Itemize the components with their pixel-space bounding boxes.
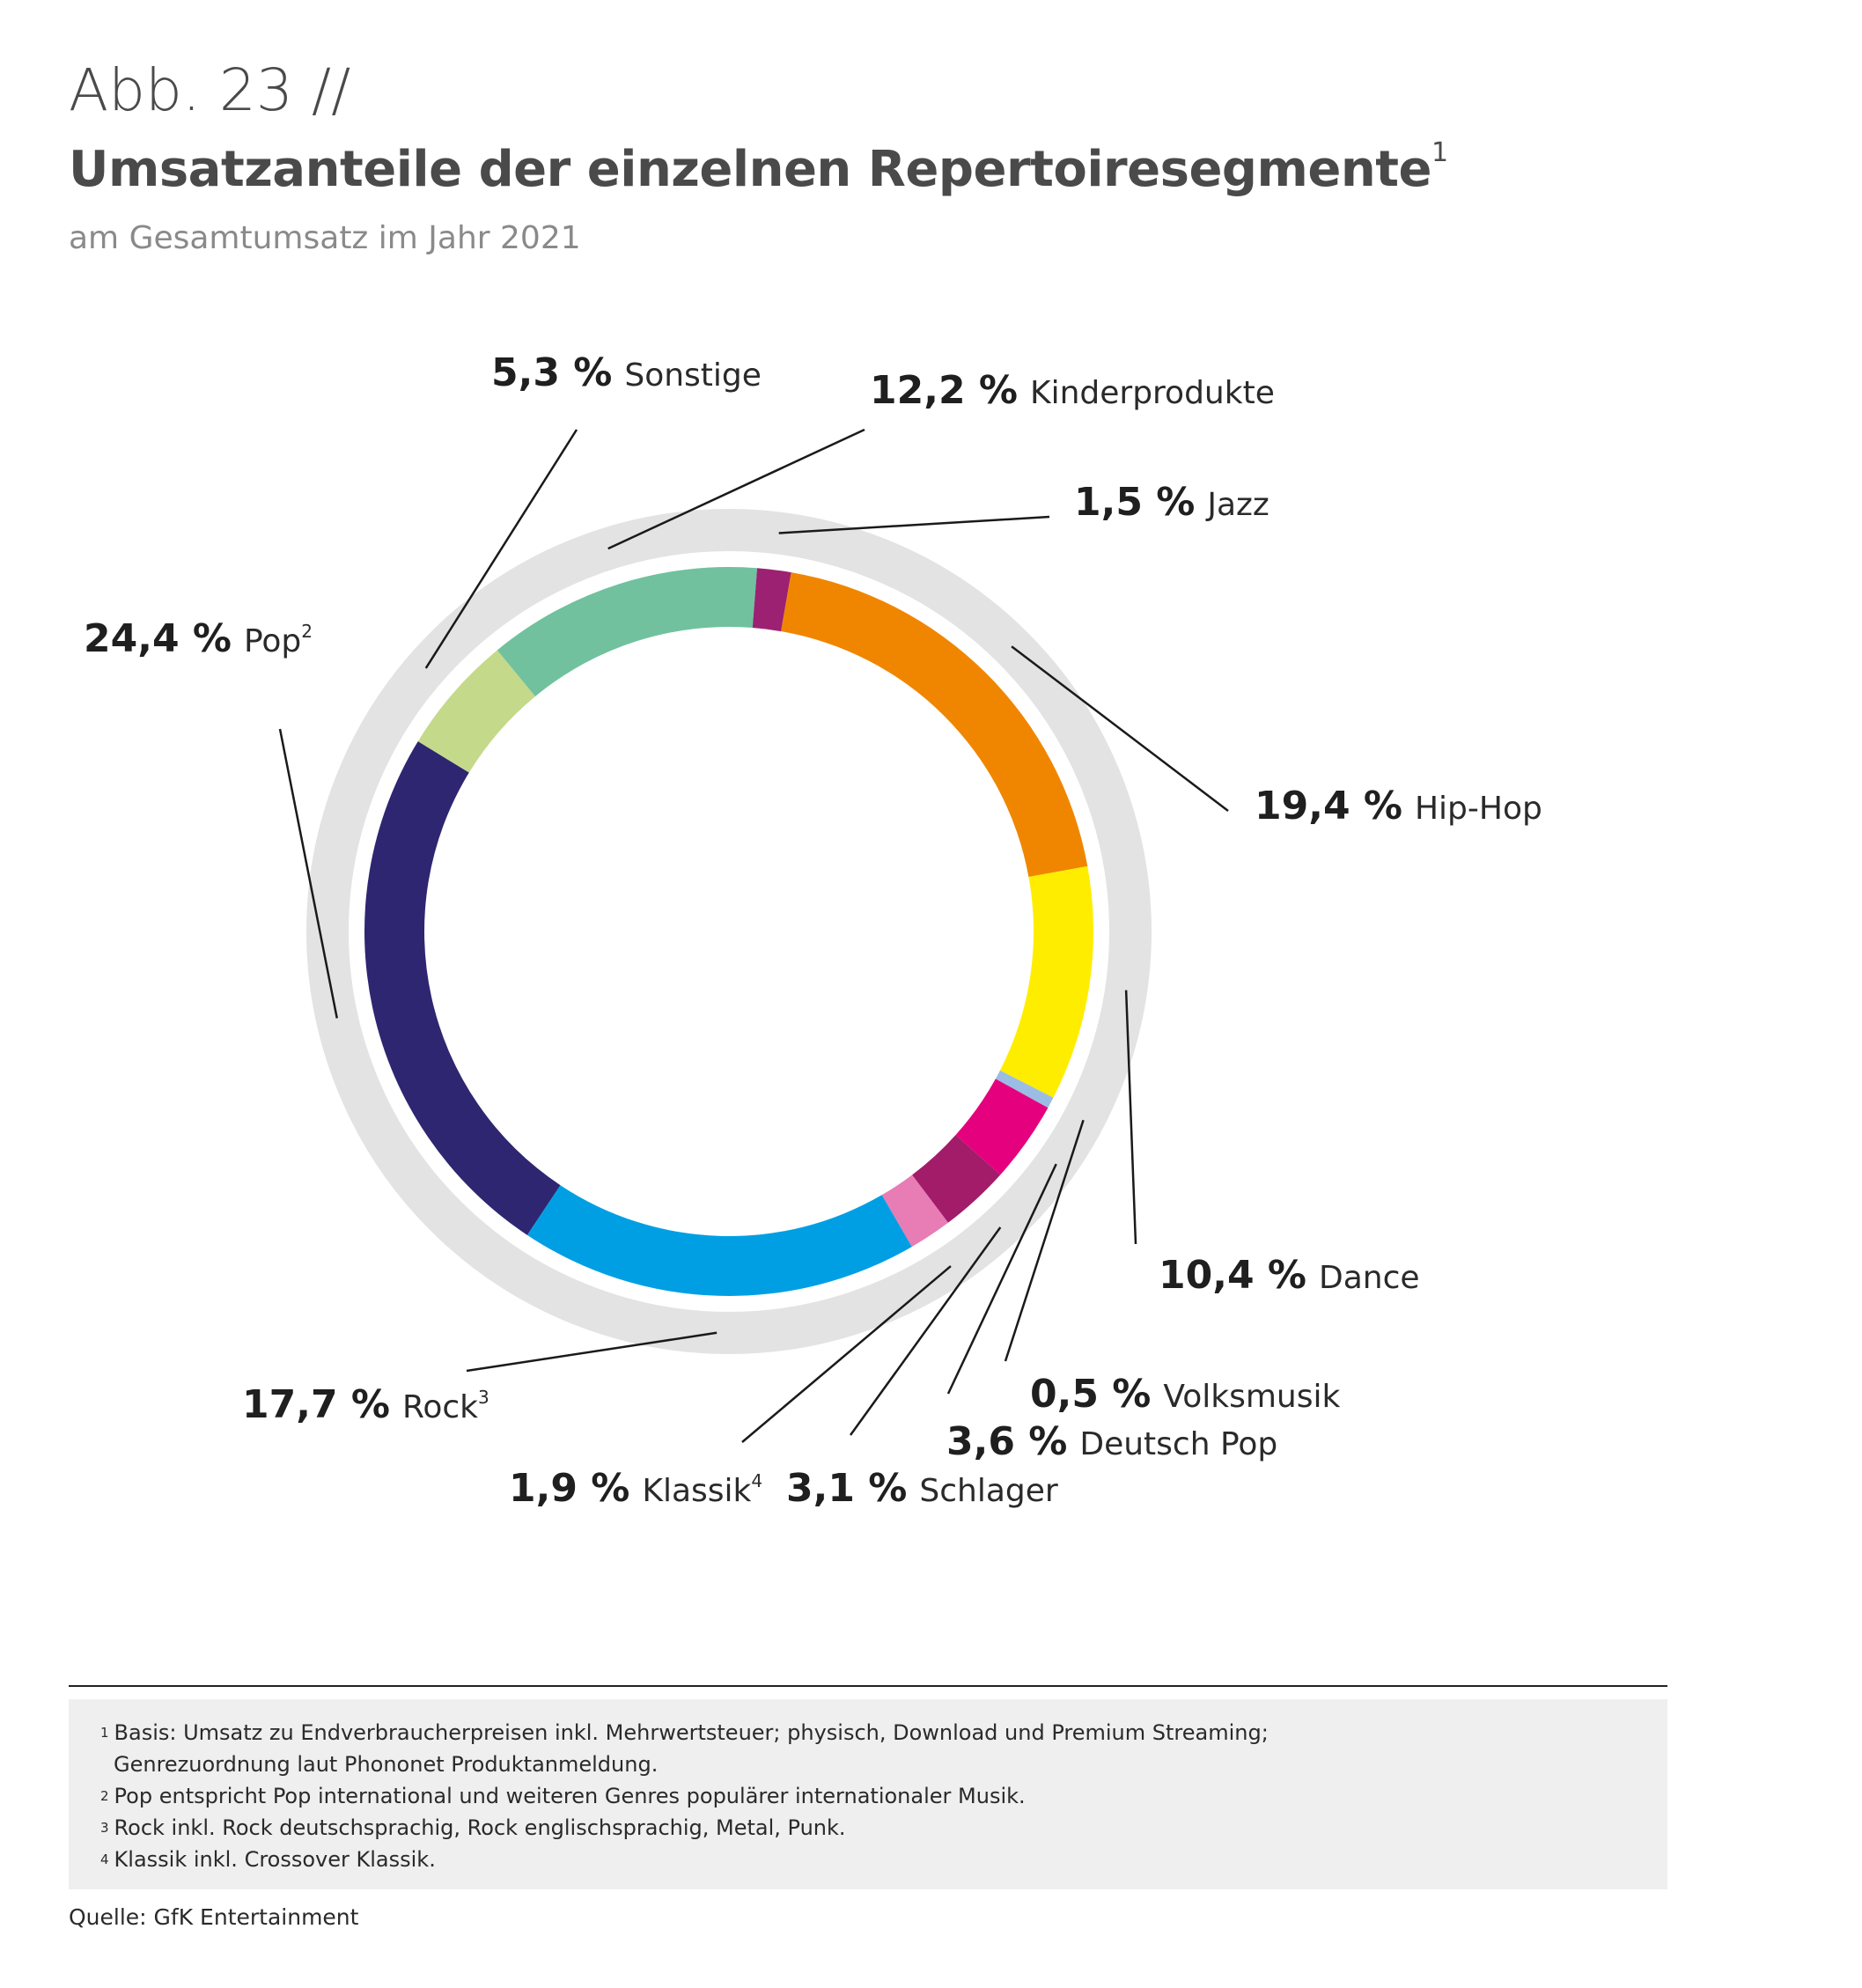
label-name-jazz: Jazz: [1205, 487, 1269, 523]
label-name-volksmusik: Volksmusik: [1163, 1379, 1340, 1415]
donut-chart: 24,4 % Pop2 5,3 % Sonstige 12,2 % Kinderprodu…: [84, 350, 1542, 1511]
label-name-dance: Dance: [1319, 1260, 1420, 1296]
labels-layer: 24,4 % Pop2 5,3 % Sonstige 12,2 % Kinderprodu…: [84, 350, 1542, 1511]
figure-label: Abb. 23 //: [69, 56, 351, 124]
label-pop: 24,4 % Pop2: [84, 616, 313, 661]
label-value-jazz: 1,5 %: [1074, 480, 1195, 525]
chart-title: Umsatzanteile der einzelnen Repertoirese…: [69, 137, 1448, 198]
label-footnote-rock: 3: [478, 1387, 489, 1408]
label-value-deutsch-pop: 3,6 %: [946, 1419, 1067, 1464]
leader-line-rock: [466, 1331, 718, 1373]
leader-line-jazz: [778, 515, 1050, 534]
footnote-3: 3 Rock inkl. Rock deutschsprachig, Rock e…: [100, 1815, 846, 1840]
slice-rock: [526, 1185, 912, 1296]
slice-pop: [364, 741, 561, 1235]
leader-line-klassik: [741, 1265, 952, 1443]
title-footnote-marker: 1: [1431, 137, 1448, 168]
chart-title-text: Umsatzanteile der einzelnen Repertoirese…: [69, 141, 1431, 198]
label-value-klassik: 1,9 %: [509, 1466, 629, 1511]
footnote-1: 1 Basis: Umsatz zu Endverbraucherpreisen …: [100, 1720, 1269, 1745]
label-value-kinderprodukte: 12,2 %: [870, 368, 1018, 413]
label-name-hip-hop: Hip-Hop: [1415, 791, 1542, 827]
slice-kinderprodukte: [497, 567, 758, 696]
chart-subtitle: am Gesamtumsatz im Jahr 2021: [69, 220, 581, 256]
label-klassik: 1,9 % Klassik4: [509, 1466, 762, 1511]
label-value-pop: 24,4 %: [84, 616, 232, 661]
label-value-rock: 17,7 %: [242, 1382, 390, 1427]
label-name-rock: Rock: [402, 1389, 478, 1425]
label-name-pop: Pop: [244, 623, 301, 659]
label-value-hip-hop: 19,4 %: [1255, 784, 1402, 828]
slice-sonstige: [417, 650, 536, 773]
leader-line-sonstige: [424, 429, 578, 669]
slice-jazz: [752, 568, 791, 632]
slice-hip-hop: [781, 572, 1088, 878]
label-value-volksmusik: 0,5 %: [1030, 1372, 1151, 1417]
leader-line-schlager: [849, 1226, 1002, 1436]
footnote-2: 2 Pop entspricht Pop international und we…: [100, 1784, 1026, 1808]
slice-dance: [999, 865, 1093, 1098]
leader-lines-layer: [278, 428, 1229, 1443]
label-value-dance: 10,4 %: [1159, 1253, 1306, 1298]
slice-deutsch-pop: [955, 1079, 1049, 1175]
slices-layer: [364, 567, 1093, 1296]
label-footnote-klassik: 4: [751, 1470, 762, 1491]
footnote-divider: [69, 1685, 1667, 1687]
label-deutsch-pop: 3,6 % Deutsch Pop: [946, 1419, 1277, 1464]
leader-line-dance: [1124, 990, 1137, 1245]
label-schlager: 3,1 % Schlager: [786, 1466, 1058, 1511]
leader-line-deutsch-pop: [946, 1163, 1057, 1395]
label-rock: 17,7 % Rock3: [242, 1382, 489, 1427]
outer-ring-layer: [306, 509, 1152, 1354]
label-name-deutsch-pop: Deutsch Pop: [1079, 1426, 1277, 1462]
slice-klassik: [881, 1174, 948, 1248]
label-footnote-pop: 2: [301, 621, 313, 642]
source-note: Quelle: GfK Entertainment: [69, 1904, 359, 1930]
label-kinderprodukte: 12,2 % Kinderprodukte: [870, 368, 1275, 413]
footnote-1-continued: Genrezuordnung laut Phononet Produktanme…: [114, 1752, 659, 1777]
leader-line-volksmusik: [1004, 1119, 1085, 1362]
label-sonstige: 5,3 % Sonstige: [491, 350, 762, 395]
label-value-sonstige: 5,3 %: [491, 350, 612, 395]
label-dance: 10,4 % Dance: [1159, 1253, 1420, 1298]
label-volksmusik: 0,5 % Volksmusik: [1030, 1372, 1340, 1417]
label-hip-hop: 19,4 % Hip-Hop: [1255, 784, 1542, 828]
label-name-klassik: Klassik: [642, 1473, 751, 1509]
label-name-schlager: Schlager: [919, 1473, 1058, 1509]
label-jazz: 1,5 % Jazz: [1074, 480, 1270, 525]
leader-line-kinderprodukte: [607, 428, 865, 550]
leader-line-pop: [278, 728, 339, 1019]
label-name-sonstige: Sonstige: [624, 357, 762, 394]
footnote-4: 4 Klassik inkl. Crossover Klassik.: [100, 1847, 436, 1872]
outer-ring: [306, 509, 1152, 1354]
label-name-kinderprodukte: Kinderprodukte: [1030, 375, 1275, 411]
leader-line-hip-hop: [1011, 645, 1229, 812]
slice-schlager: [912, 1134, 1001, 1223]
footnotes-box: 1 Basis: Umsatz zu Endverbraucherpreisen …: [69, 1699, 1667, 1889]
slice-volksmusik: [995, 1070, 1054, 1108]
label-value-schlager: 3,1 %: [786, 1466, 907, 1511]
